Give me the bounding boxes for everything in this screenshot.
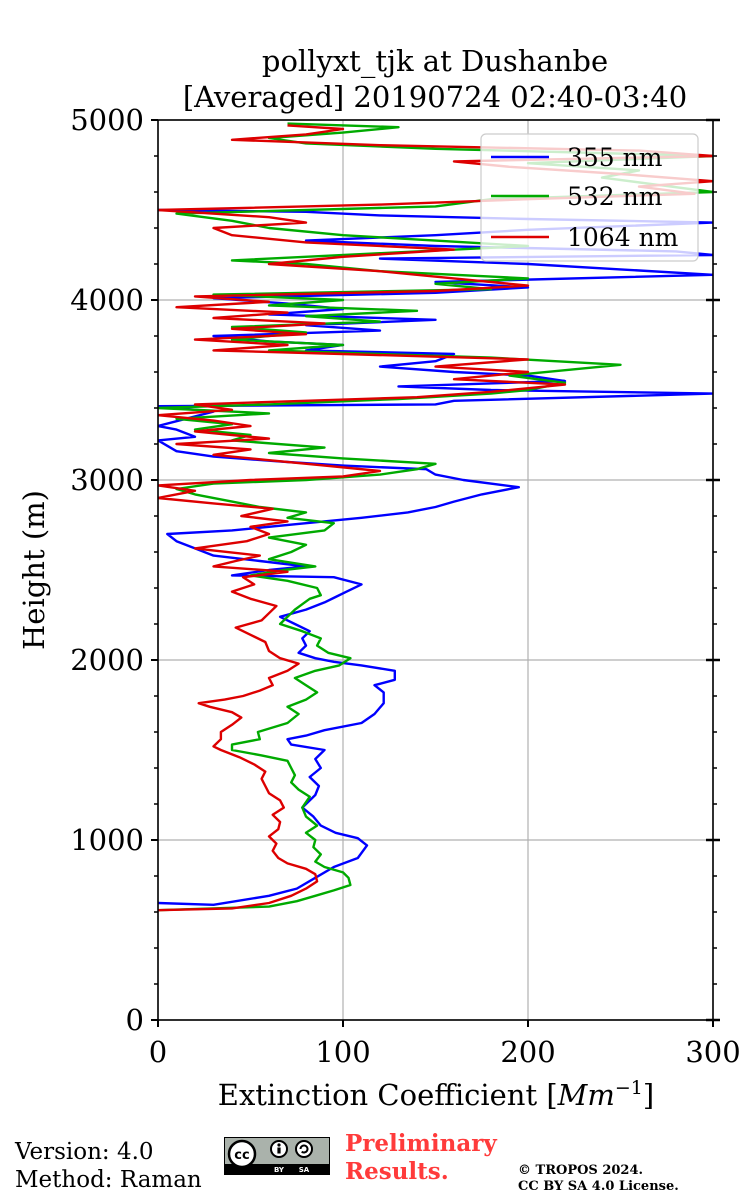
y-tick-label: 1000 [70, 823, 144, 857]
chart-title-line1: pollyxt_tjk at Dushanbe [262, 44, 608, 79]
chart-title-line2: [Averaged] 20190724 02:40-03:40 [183, 80, 687, 114]
plot-frame [157, 119, 714, 1021]
cc-icon [227, 1139, 257, 1169]
y-tick-label: 2000 [70, 643, 144, 677]
x-axis-unit-exponent: −1 [615, 1077, 643, 1099]
y-tick-label: 5000 [70, 103, 144, 137]
by-text: BY [274, 1166, 285, 1174]
y-tick-label: 0 [126, 1003, 144, 1037]
version-info: Version: 4.0 Method: Raman [15, 1138, 202, 1194]
y-tick-label: 3000 [70, 463, 144, 497]
y-tick-label: 4000 [70, 283, 144, 317]
copyright-notice: © TROPOS 2024. CC BY SA 4.0 License. [518, 1163, 679, 1195]
x-axis-label: Extinction Coefficient [Mm−1] [218, 1077, 654, 1112]
legend-label-532: 532 nm [567, 182, 663, 211]
series-line-532nm [158, 122, 713, 912]
copyright-line1: © TROPOS 2024. [518, 1163, 644, 1178]
cc-icon-text: cc [234, 1148, 249, 1163]
copyright-line2: CC BY SA 4.0 License. [518, 1179, 679, 1194]
x-tick-label: 200 [500, 1035, 555, 1069]
x-tick-label: 300 [685, 1035, 740, 1069]
method-text: Method: Raman [15, 1167, 202, 1193]
legend-box [480, 133, 699, 262]
x-axis-unit-base: Mm [557, 1078, 615, 1112]
x-axis-label-close: ] [643, 1078, 654, 1112]
x-tick-label: 0 [149, 1035, 167, 1069]
legend-label-355: 355 nm [567, 143, 663, 172]
legend: 355 nm 532 nm 1064 nm [480, 133, 699, 262]
series-line-355nm [158, 208, 713, 906]
version-text: Version: 4.0 [15, 1139, 154, 1165]
axes-frame [157, 119, 714, 1021]
series-group [158, 122, 713, 912]
tick-marks [151, 118, 720, 1027]
preliminary-line1: Preliminary [345, 1130, 497, 1157]
x-axis-label-text: Extinction Coefficient [ [218, 1078, 558, 1112]
preliminary-results-notice: Preliminary Results. [345, 1130, 497, 1186]
x-tick-label: 100 [315, 1035, 370, 1069]
legend-label-1064: 1064 nm [567, 223, 679, 252]
series-line-1064nm [158, 124, 713, 912]
y-axis-label: Height (m) [17, 490, 51, 650]
sa-text: SA [299, 1166, 310, 1174]
share-alike-icon [295, 1140, 313, 1158]
preliminary-line2: Results. [345, 1158, 449, 1185]
cc-by-sa-license-badge[interactable]: cc BY SA [224, 1137, 330, 1175]
